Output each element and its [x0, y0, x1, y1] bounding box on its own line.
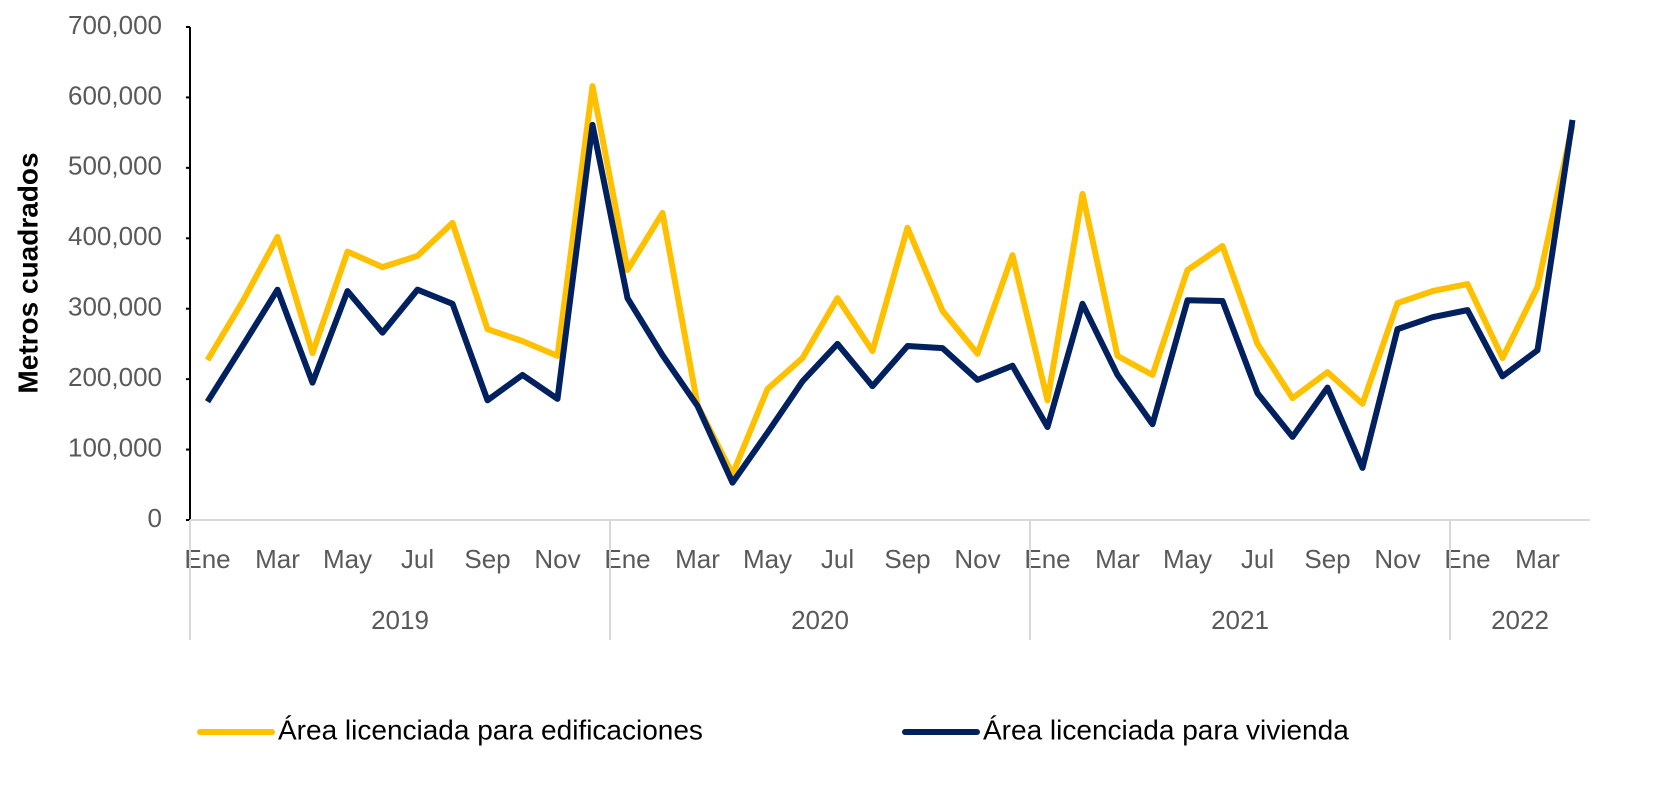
x-tick-label: Nov: [534, 544, 580, 574]
y-tick-label: 300,000: [68, 292, 162, 322]
x-tick-label: Ene: [1444, 544, 1490, 574]
x-tick-label: Nov: [954, 544, 1000, 574]
legend-label: Área licenciada para edificaciones: [278, 714, 703, 745]
x-tick-label: Mar: [675, 544, 720, 574]
x-tick-label: Ene: [1024, 544, 1070, 574]
y-tick-label: 100,000: [68, 432, 162, 462]
x-tick-label: Jul: [821, 544, 854, 574]
x-tick-label: Sep: [464, 544, 510, 574]
y-tick-label: 0: [148, 503, 162, 533]
x-tick-label: May: [323, 544, 372, 574]
x-tick-label: Ene: [184, 544, 230, 574]
legend-label: Área licenciada para vivienda: [983, 714, 1349, 745]
x-group-label: 2021: [1211, 605, 1269, 635]
x-tick-label: May: [1163, 544, 1212, 574]
x-tick-label: Sep: [884, 544, 930, 574]
x-group-label: 2020: [791, 605, 849, 635]
y-tick-label: 600,000: [68, 80, 162, 110]
line-series: [204, 83, 1576, 478]
x-tick-label: Mar: [1095, 544, 1140, 574]
x-group-label: 2022: [1491, 605, 1549, 635]
x-tick-label: Nov: [1374, 544, 1420, 574]
x-tick-label: Sep: [1304, 544, 1350, 574]
x-tick-label: Ene: [604, 544, 650, 574]
x-tick-label: Jul: [1241, 544, 1274, 574]
y-tick-label: 500,000: [68, 151, 162, 181]
y-axis-label: Metros cuadrados: [12, 152, 43, 393]
x-tick-label: May: [743, 544, 792, 574]
x-tick-label: Mar: [255, 544, 300, 574]
y-tick-label: 200,000: [68, 362, 162, 392]
x-group-label: 2019: [371, 605, 429, 635]
line-series: [204, 119, 1576, 486]
y-tick-label: 700,000: [68, 10, 162, 40]
x-tick-label: Mar: [1515, 544, 1560, 574]
x-tick-label: Jul: [401, 544, 434, 574]
y-tick-label: 400,000: [68, 221, 162, 251]
